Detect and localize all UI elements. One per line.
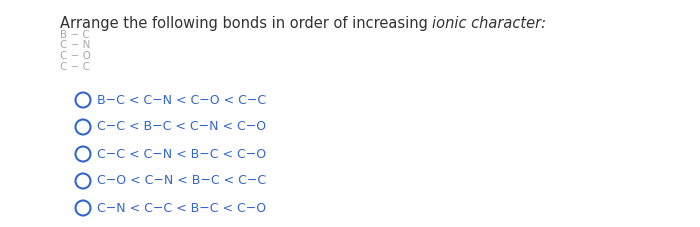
Text: C−C < C−N < B−C < C−O: C−C < C−N < B−C < C−O [97,148,266,160]
Text: B − C: B − C [60,30,90,40]
Text: C − N: C − N [60,40,90,50]
Text: Arrange the following bonds in order of increasing: Arrange the following bonds in order of … [60,16,433,31]
Text: B−C < C−N < C−O < C−C: B−C < C−N < C−O < C−C [97,94,266,106]
Text: ionic character:: ionic character: [433,16,547,31]
Text: C−O < C−N < B−C < C−C: C−O < C−N < B−C < C−C [97,175,266,188]
Text: C−N < C−C < B−C < C−O: C−N < C−C < B−C < C−O [97,202,266,215]
Text: C − O: C − O [60,51,91,61]
Text: C − C: C − C [60,62,90,72]
Text: C−C < B−C < C−N < C−O: C−C < B−C < C−N < C−O [97,121,266,133]
